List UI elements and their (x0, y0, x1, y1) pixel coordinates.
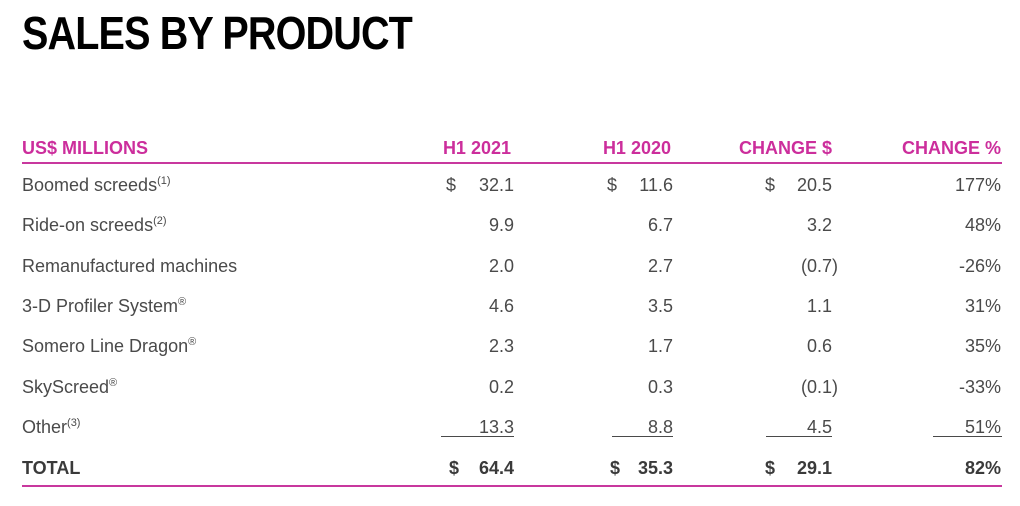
row-label: SkyScreed® (22, 377, 117, 398)
value-h1-2020: 1.7 (647, 336, 673, 356)
value-h1-2020: 0.3 (647, 377, 673, 397)
table-row: Boomed screeds(1) $ 32.1 $ 11.6 $ 20.5 1… (0, 175, 1020, 203)
header-change-pct: CHANGE % (901, 138, 1001, 158)
value-h1-2020: 11.6 (639, 175, 673, 195)
row-label: Remanufactured machines (22, 256, 237, 277)
registered-mark: ® (109, 377, 118, 389)
value-h1-2021: 0.2 (488, 377, 514, 397)
footnote-marker: (1) (157, 175, 171, 187)
total-label: TOTAL (22, 458, 81, 478)
header-units: US$ MILLIONS (22, 138, 149, 158)
total-change-pct: 82% (964, 458, 1001, 478)
value-change-pct: 48% (964, 215, 1001, 235)
registered-mark: ® (178, 296, 187, 308)
table-row: 3-D Profiler System® 4.6 3.5 1.1 31% (0, 296, 1020, 324)
currency-symbol: $ (765, 458, 776, 478)
subtotal-underline (766, 436, 832, 437)
value-change-usd: 0.6 (806, 336, 832, 356)
value-h1-2021: 13.3 (478, 417, 514, 437)
row-label: 3-D Profiler System® (22, 296, 186, 317)
value-change-usd: (0.7) (800, 256, 838, 276)
currency-symbol: $ (610, 458, 621, 478)
value-change-usd: 4.5 (806, 417, 832, 437)
table-row: Somero Line Dragon® 2.3 1.7 0.6 35% (0, 336, 1020, 364)
currency-symbol: $ (765, 175, 776, 195)
row-label: Somero Line Dragon® (22, 336, 196, 357)
row-label-text: Boomed screeds (22, 175, 158, 195)
page-title: SALES BY PRODUCT (22, 7, 413, 59)
value-h1-2020: 2.7 (647, 256, 673, 276)
footnote-marker: (3) (67, 417, 81, 429)
value-change-usd: 1.1 (806, 296, 832, 316)
header-h1-2021: H1 2021 (442, 138, 511, 158)
row-label: Ride-on screeds(2) (22, 215, 167, 236)
value-h1-2020: 3.5 (647, 296, 673, 316)
row-label-text: Remanufactured machines (22, 256, 238, 276)
value-change-pct: 35% (964, 336, 1001, 356)
subtotal-underline (933, 436, 1002, 437)
value-change-pct: 31% (964, 296, 1001, 316)
total-h1-2021: 64.4 (478, 458, 514, 478)
row-label: Other(3) (22, 417, 80, 438)
subtotal-underline (612, 436, 673, 437)
header-h1-2020: H1 2020 (602, 138, 671, 158)
header-change-usd: CHANGE $ (738, 138, 832, 158)
table-row: SkyScreed® 0.2 0.3 (0.1) -33% (0, 377, 1020, 405)
currency-symbol: $ (607, 175, 618, 195)
row-label-text: Ride-on screeds (22, 215, 154, 235)
row-label: Boomed screeds(1) (22, 175, 171, 196)
total-h1-2020: 35.3 (637, 458, 673, 478)
value-h1-2020: 8.8 (647, 417, 673, 437)
value-h1-2021: 4.6 (488, 296, 514, 316)
registered-mark: ® (188, 336, 197, 348)
value-change-pct: -26% (958, 256, 1001, 276)
row-label-text: Somero Line Dragon (22, 336, 189, 356)
value-change-pct: 177% (954, 175, 1001, 195)
value-h1-2021: 2.3 (488, 336, 514, 356)
total-change-usd: 29.1 (796, 458, 832, 478)
table-row: Remanufactured machines 2.0 2.7 (0.7) -2… (0, 256, 1020, 284)
row-label-text: SkyScreed (22, 377, 110, 397)
row-label-text: 3-D Profiler System (22, 296, 179, 316)
table-row: Other(3) 13.3 8.8 4.5 51% (0, 417, 1020, 445)
value-change-pct: -33% (958, 377, 1001, 397)
value-h1-2021: 32.1 (478, 175, 514, 195)
total-row: TOTAL $ 64.4 $ 35.3 $ 29.1 82% (0, 458, 1020, 486)
value-change-usd: (0.1) (800, 377, 838, 397)
value-change-usd: 20.5 (796, 175, 832, 195)
value-change-usd: 3.2 (806, 215, 832, 235)
value-h1-2020: 6.7 (647, 215, 673, 235)
footnote-marker: (2) (153, 215, 167, 227)
currency-symbol: $ (449, 458, 460, 478)
value-h1-2021: 9.9 (488, 215, 514, 235)
currency-symbol: $ (446, 175, 457, 195)
row-label-text: Other (22, 417, 68, 437)
value-h1-2021: 2.0 (488, 256, 514, 276)
table-row: Ride-on screeds(2) 9.9 6.7 3.2 48% (0, 215, 1020, 243)
value-change-pct: 51% (964, 417, 1001, 437)
footer-divider (22, 485, 1002, 487)
subtotal-underline (441, 436, 514, 437)
header-divider (22, 162, 1002, 164)
